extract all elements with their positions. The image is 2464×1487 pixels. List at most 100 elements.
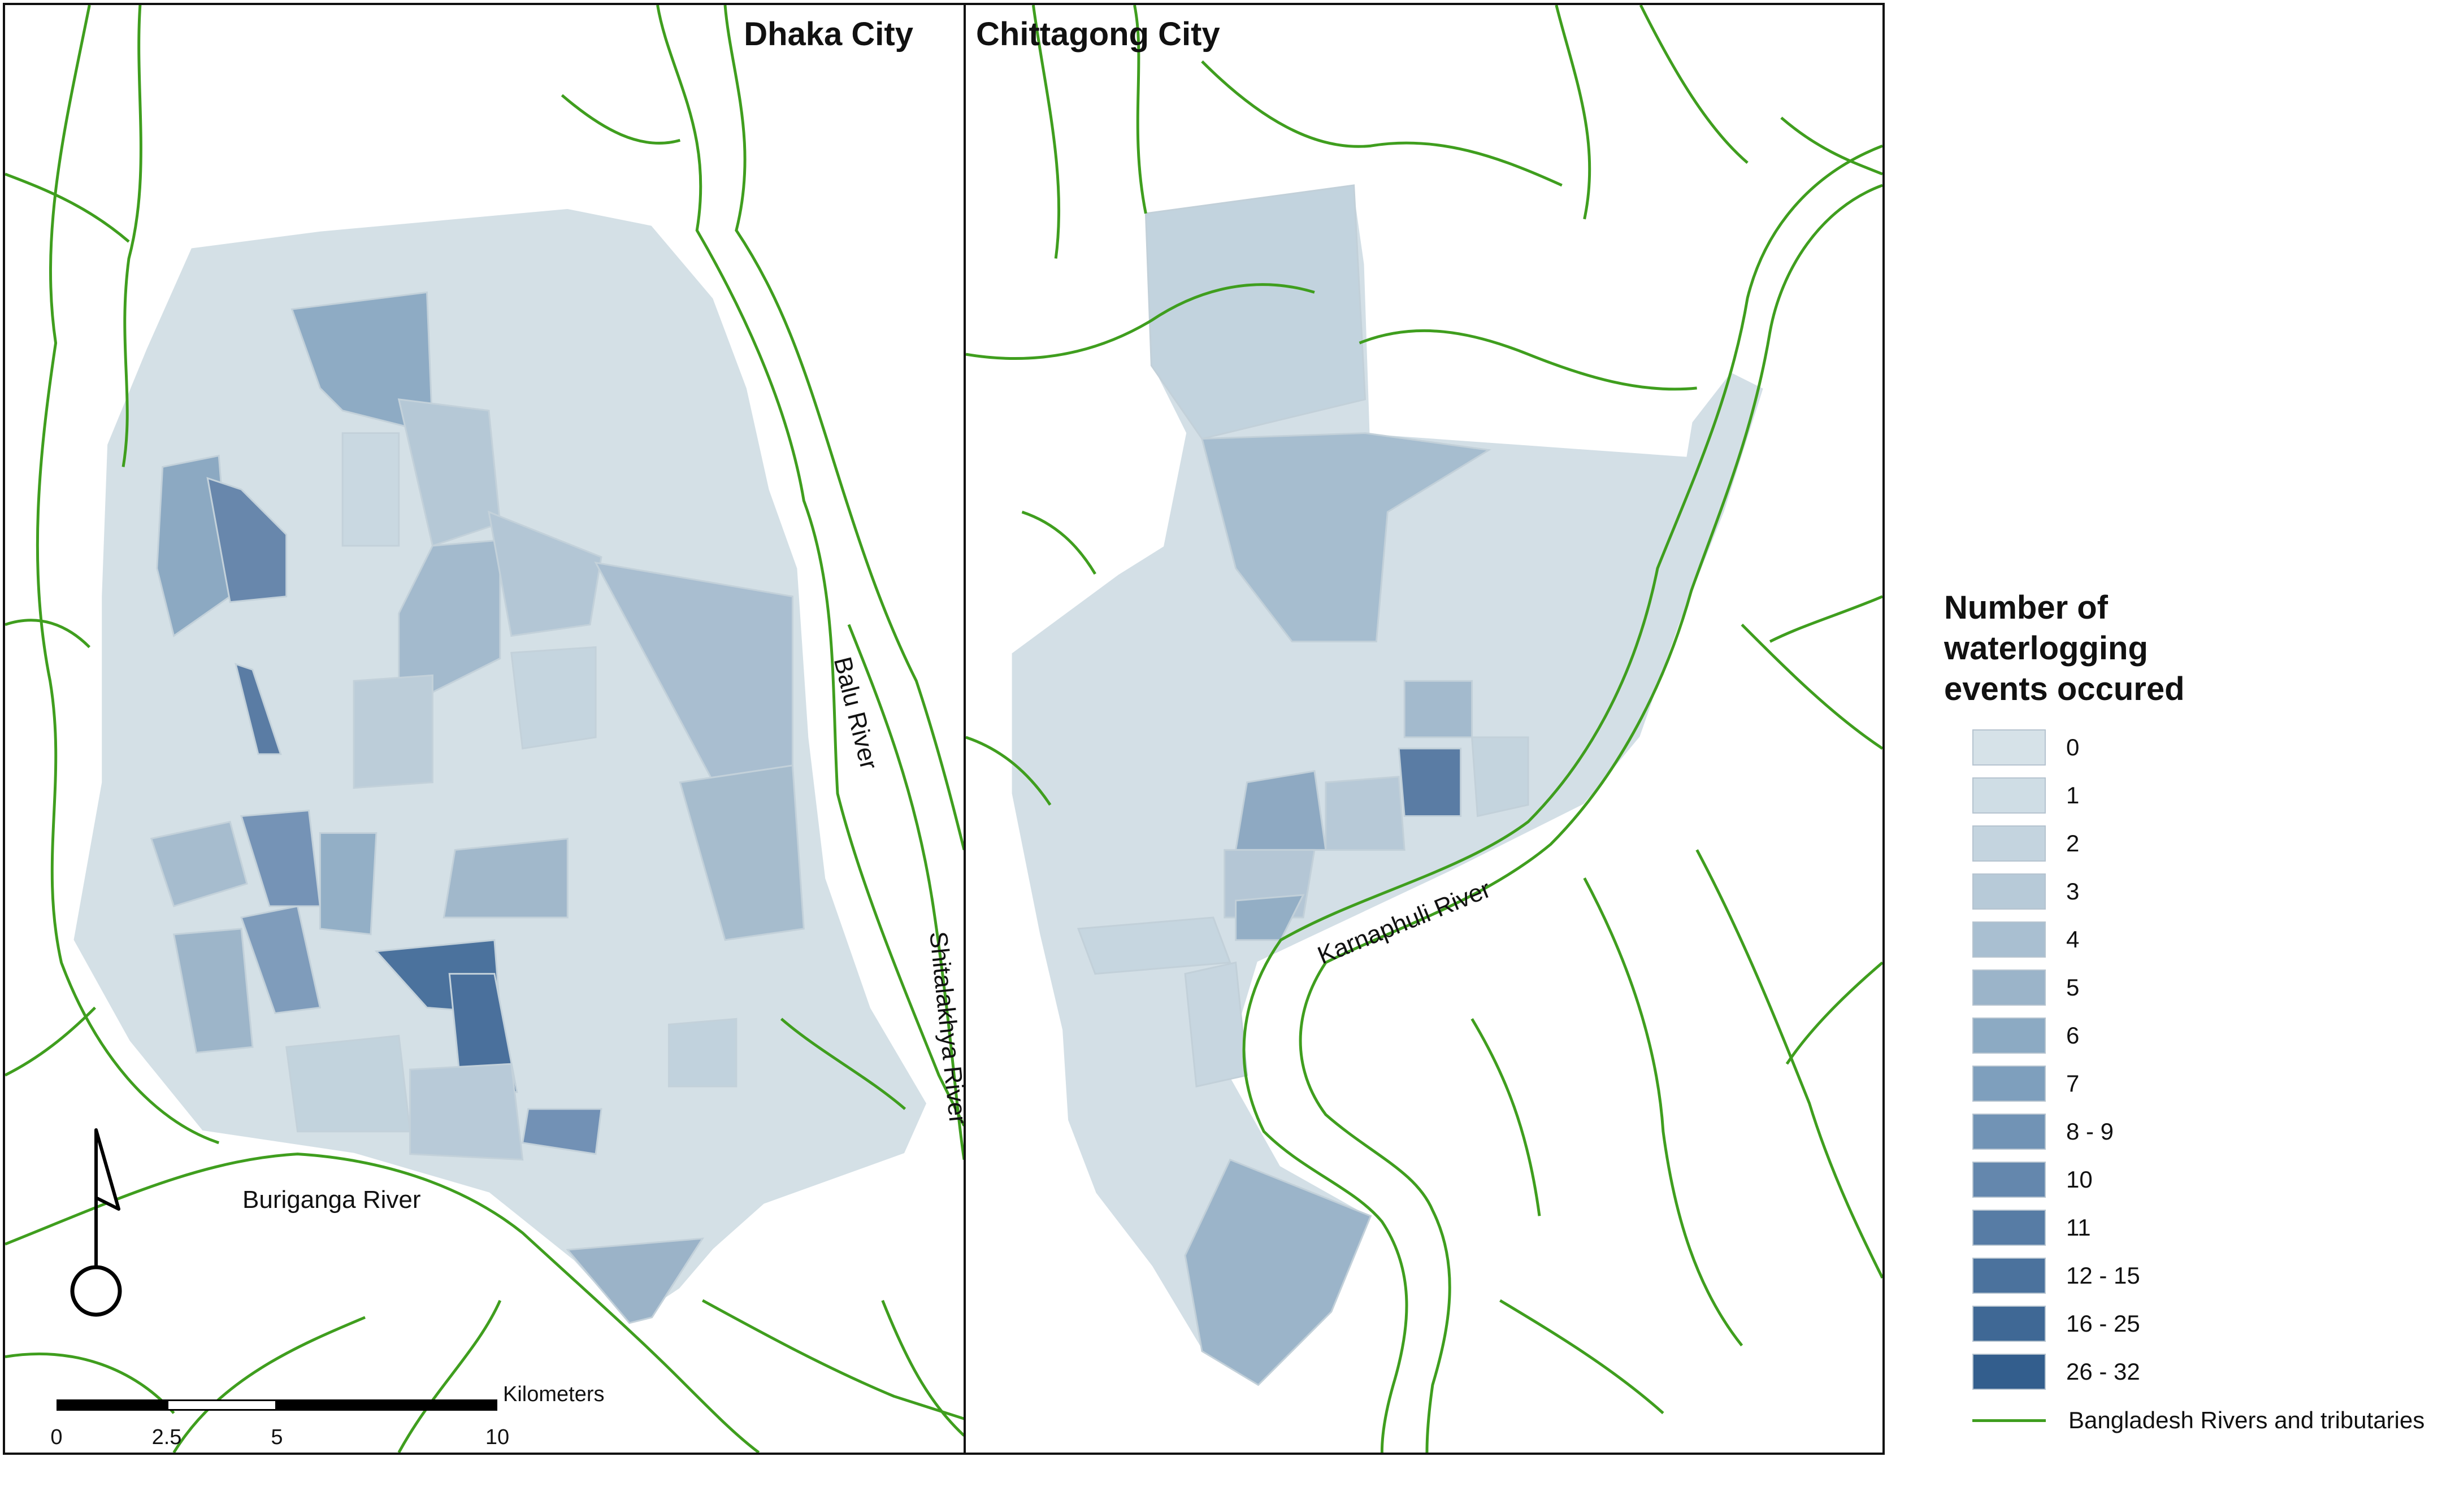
ward <box>679 764 805 941</box>
ward <box>488 510 602 637</box>
dhaka-map-frame: Dhaka City Balu River Shitalakhya River … <box>3 3 966 1455</box>
ward <box>667 1018 738 1088</box>
legend-class-row: 1 <box>1944 771 2453 819</box>
legend-class-row: 8 - 9 <box>1944 1107 2453 1155</box>
legend-class-label: 5 <box>2066 973 2080 1001</box>
legend-swatch <box>1972 825 2046 862</box>
scale-bar-segment <box>277 1399 497 1411</box>
dhaka-map <box>5 5 964 1453</box>
ward <box>234 663 282 755</box>
ward <box>1184 1158 1372 1386</box>
ward <box>1201 432 1491 642</box>
map-legend: Number of waterlogging events occured 0 1… <box>1944 588 2453 1395</box>
dhaka-map-title: Dhaka City <box>744 16 913 53</box>
ward <box>290 291 434 434</box>
legend-swatch <box>1972 1113 2046 1150</box>
ward <box>150 820 248 907</box>
legend-class-row: 11 <box>1944 1203 2453 1251</box>
dhaka-rivers <box>5 5 964 1453</box>
legend-class-row: 12 - 15 <box>1944 1251 2453 1299</box>
legend-swatch <box>1972 729 2046 766</box>
legend-class-label: 26 - 32 <box>2066 1358 2140 1385</box>
legend-class-label: 8 - 9 <box>2066 1118 2114 1145</box>
legend-river-key: Bangladesh Rivers and tributaries <box>1972 1407 2424 1434</box>
ward <box>521 1108 602 1155</box>
legend-swatch <box>1972 1209 2046 1246</box>
ward <box>1398 747 1462 818</box>
legend-class-label: 1 <box>2066 781 2080 808</box>
legend-swatch <box>1972 921 2046 958</box>
legend-swatch <box>1972 1065 2046 1102</box>
ward <box>1077 916 1231 975</box>
legend-class-label: 3 <box>2066 877 2080 905</box>
river-key-label: Bangladesh Rivers and tributaries <box>2068 1407 2425 1433</box>
chittagong-wards <box>1077 184 1529 1386</box>
legend-class-label: 11 <box>2066 1214 2091 1241</box>
chittagong-rivers <box>966 5 1882 1453</box>
legend-class-label: 0 <box>2066 733 2080 760</box>
legend-title-line: waterlogging <box>1944 630 2148 667</box>
scale-bar-tick: 5 <box>271 1425 283 1449</box>
legend-class-label: 4 <box>2066 925 2080 953</box>
scale-bar-tick: 10 <box>485 1425 510 1449</box>
legend-swatch <box>1972 777 2046 814</box>
legend-class-label: 2 <box>2066 829 2080 856</box>
ward <box>1234 770 1327 851</box>
legend-class-row: 4 <box>1944 915 2453 963</box>
scale-bar-tick: 0 <box>50 1425 63 1449</box>
scale-bar-unit: Kilometers <box>503 1382 605 1406</box>
legend-class-label: 6 <box>2066 1021 2080 1049</box>
dhaka-wards <box>150 291 805 1324</box>
legend-swatch <box>1972 1161 2046 1198</box>
legend-swatch <box>1972 1353 2046 1390</box>
river-label-buriganga: Buriganga River <box>242 1186 421 1214</box>
ward <box>341 432 400 547</box>
ward <box>353 674 433 789</box>
legend-class-row: 16 - 25 <box>1944 1299 2453 1347</box>
legend-swatch <box>1972 1305 2046 1342</box>
ward <box>1325 776 1405 851</box>
scale-bar-tick: 2.5 <box>151 1425 182 1449</box>
legend-class-row: 2 <box>1944 819 2453 867</box>
ward <box>1144 184 1367 440</box>
ward <box>566 1237 705 1324</box>
legend-class-label: 10 <box>2066 1166 2093 1193</box>
legend-swatch <box>1972 1017 2046 1054</box>
ward <box>172 928 254 1054</box>
legend-title: Number of waterlogging events occured <box>1944 588 2453 710</box>
legend-swatch <box>1972 873 2046 910</box>
ward <box>398 539 501 711</box>
legend-title-line: Number of <box>1944 589 2108 626</box>
legend-class-row: 0 <box>1944 723 2453 771</box>
legend-classes: 0 1 2 3 4 5 6 7 8 - 9 10 11 12 - 15 16 - 25 26 - 32 <box>1944 723 2453 1395</box>
river-line-swatch <box>1972 1419 2046 1422</box>
north-arrow-icon <box>65 1124 133 1328</box>
chittagong-map-title: Chittagong City <box>976 16 1220 53</box>
chittagong-map-frame: Chittagong City Karnaphuli River <box>964 3 1885 1455</box>
legend-class-label: 7 <box>2066 1069 2080 1097</box>
legend-swatch <box>1972 969 2046 1006</box>
ward <box>206 477 288 603</box>
ward <box>285 1034 411 1133</box>
ward <box>240 905 322 1015</box>
legend-class-row: 5 <box>1944 963 2453 1011</box>
legend-class-row: 10 <box>1944 1155 2453 1203</box>
ward <box>1184 961 1248 1088</box>
scale-bar-segment <box>57 1399 167 1411</box>
ward <box>510 646 597 750</box>
ward <box>409 1063 524 1161</box>
scale-bar-segment <box>167 1399 277 1411</box>
legend-class-label: 16 - 25 <box>2066 1310 2140 1337</box>
ward <box>448 973 518 1093</box>
ward <box>443 837 569 919</box>
legend-class-row: 3 <box>1944 867 2453 915</box>
ward <box>1470 736 1529 818</box>
legend-class-row: 26 - 32 <box>1944 1347 2453 1395</box>
legend-swatch <box>1972 1257 2046 1294</box>
ward <box>319 832 378 936</box>
chittagong-map <box>966 5 1882 1453</box>
legend-class-row: 7 <box>1944 1059 2453 1107</box>
scale-bar: 0 2.5 5 10 Kilometers <box>50 1382 604 1455</box>
legend-class-label: 12 - 15 <box>2066 1262 2140 1289</box>
legend-title-line: events occured <box>1944 671 2185 707</box>
